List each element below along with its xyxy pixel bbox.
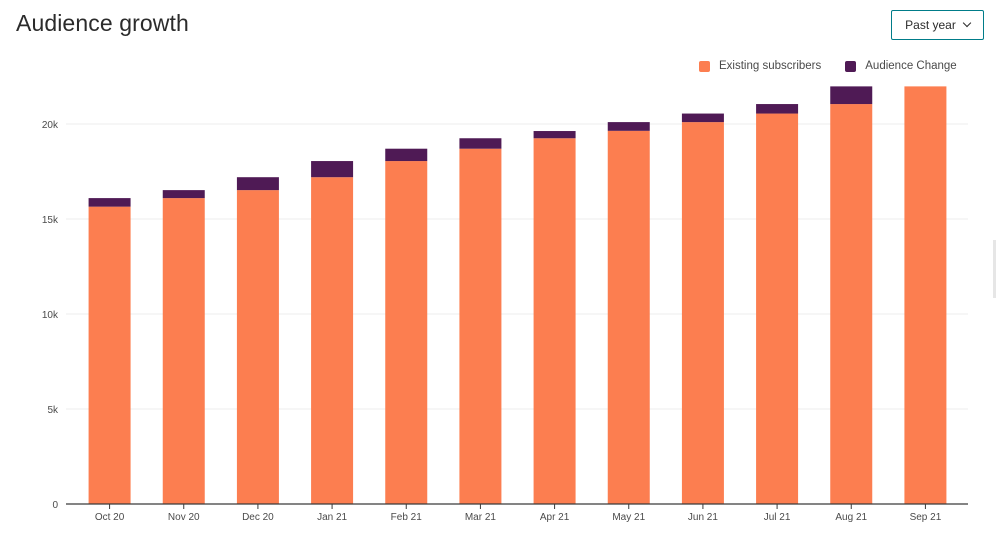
bar-existing-subscribers[interactable] — [311, 177, 354, 504]
bar-audience-change[interactable] — [607, 122, 650, 131]
bar-existing-subscribers[interactable] — [88, 206, 131, 504]
bar-existing-subscribers[interactable] — [681, 122, 724, 504]
x-tick-label: Apr 21 — [540, 512, 570, 523]
bar-audience-change[interactable] — [88, 198, 131, 207]
x-tick-label: Dec 20 — [242, 512, 274, 523]
legend-swatch-audience-change — [845, 60, 857, 72]
chart-legend: Existing subscribers Audience Change — [699, 60, 957, 72]
scroll-handle[interactable] — [993, 240, 996, 298]
bar-existing-subscribers[interactable] — [830, 104, 873, 505]
date-range-label: Past year — [905, 18, 956, 32]
y-tick-label: 15k — [42, 215, 59, 226]
legend-label-audience-change: Audience Change — [865, 60, 957, 72]
date-range-dropdown[interactable]: Past year — [891, 10, 984, 40]
y-tick-label: 0 — [52, 500, 58, 511]
legend-item-audience-change[interactable]: Audience Change — [845, 60, 957, 72]
bar-existing-subscribers[interactable] — [904, 86, 947, 504]
bar-audience-change[interactable] — [756, 104, 799, 114]
y-tick-label: 10k — [42, 310, 59, 321]
bar-audience-change[interactable] — [830, 86, 873, 105]
bar-audience-change[interactable] — [311, 161, 354, 178]
x-tick-label: May 21 — [612, 512, 645, 523]
x-tick-label: Feb 21 — [391, 512, 423, 523]
bar-existing-subscribers[interactable] — [607, 130, 650, 504]
bar-audience-change[interactable] — [681, 113, 724, 123]
bar-audience-change[interactable] — [459, 138, 502, 149]
y-tick-label: 5k — [47, 405, 59, 416]
legend-item-existing-subscribers[interactable]: Existing subscribers — [699, 60, 821, 72]
bar-audience-change[interactable] — [236, 177, 279, 191]
bar-existing-subscribers[interactable] — [459, 148, 502, 504]
x-tick-label: Jun 21 — [688, 512, 718, 523]
x-tick-label: Oct 20 — [95, 512, 125, 523]
legend-swatch-existing-subscribers — [699, 60, 710, 72]
y-tick-label: 20k — [42, 120, 59, 131]
bar-existing-subscribers[interactable] — [533, 138, 576, 504]
page-title: Audience growth — [16, 10, 189, 36]
bar-existing-subscribers[interactable] — [756, 113, 799, 505]
bar-existing-subscribers[interactable] — [162, 198, 205, 504]
x-tick-label: Aug 21 — [835, 512, 867, 523]
legend-label-existing-subscribers: Existing subscribers — [719, 60, 822, 72]
x-tick-label: Sep 21 — [910, 512, 942, 523]
x-tick-label: Jul 21 — [764, 512, 791, 523]
x-tick-label: Jan 21 — [317, 512, 347, 523]
x-tick-label: Mar 21 — [465, 512, 497, 523]
bar-existing-subscribers[interactable] — [236, 190, 279, 504]
bar-audience-change[interactable] — [533, 131, 576, 139]
x-tick-label: Nov 20 — [168, 512, 200, 523]
bar-existing-subscribers[interactable] — [385, 161, 428, 505]
bar-audience-change[interactable] — [385, 148, 428, 162]
bar-audience-change[interactable] — [162, 190, 205, 199]
